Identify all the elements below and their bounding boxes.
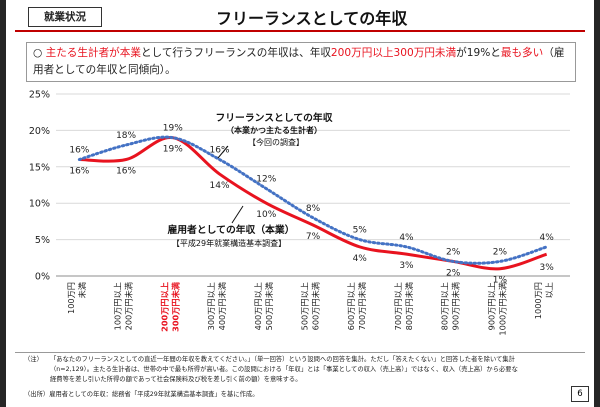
data-label-employee: 2% [446, 247, 461, 257]
x-tick-label: 600万円以上 [346, 282, 356, 330]
y-tick-label: 0% [35, 272, 50, 283]
data-label-employee: 16% [210, 146, 230, 156]
data-label-freelance: 2% [446, 268, 461, 278]
data-label-employee: 16% [69, 146, 89, 156]
summary-bullet: ○ [33, 47, 43, 59]
x-tick-label: 300万円以上 [206, 282, 216, 330]
page-title: フリーランスとしての年収 [216, 9, 408, 28]
y-tick-label: 25% [29, 90, 50, 101]
y-tick-label: 20% [29, 126, 50, 137]
x-tick-label: 100万円以上 [113, 282, 123, 330]
y-tick-label: 15% [29, 162, 50, 173]
footnote-line-2: （n=2,129）。主たる生計者は、世帯の中で最も所得が高い者。この設問における… [50, 366, 518, 373]
data-label-freelance: 19% [163, 145, 183, 155]
x-tick-label: 600万円未満 [311, 282, 321, 330]
x-tick-label: 1000万円 [533, 282, 543, 319]
section-tag: 就業状況 [28, 7, 102, 27]
y-tick-label: 5% [35, 235, 50, 246]
x-tick-label: 未満 [77, 282, 87, 298]
footer-rule [15, 352, 585, 353]
summary-text-3: 200万円以上300万円未満 [330, 47, 457, 59]
data-label-employee: 18% [116, 131, 136, 141]
page-number: 6 [571, 386, 589, 402]
x-tick-label: 400万円以上 [253, 282, 263, 330]
x-tick-label: 500万円以上 [300, 282, 310, 330]
summary-text-2: として行うフリーランスの年収は、年収 [140, 47, 331, 59]
freelance-series-title: フリーランスとしての年収 [215, 111, 332, 124]
x-tick-label: 500万円未満 [264, 282, 274, 330]
summary-text-1: 主たる生計者が本業 [45, 47, 141, 59]
summary-text-5: 最も多い [500, 47, 544, 59]
data-label-employee: 19% [163, 124, 183, 134]
series-line-employee [77, 135, 549, 265]
x-tick-label: 200万円未満 [124, 282, 134, 330]
data-label-freelance: 3% [399, 261, 414, 271]
summary-text-4: が19%と [456, 47, 501, 59]
y-tick-label: 10% [29, 199, 50, 210]
x-tick-label: 700万円以上 [393, 282, 403, 330]
data-label-employee: 4% [539, 233, 554, 243]
x-tick-label: 900万円以上 [486, 282, 496, 330]
summary-box: ○ 主たる生計者が本業として行うフリーランスの年収は、年収200万円以上300万… [26, 42, 576, 82]
x-tick-label: 以上 [544, 282, 554, 298]
data-label-employee: 2% [493, 247, 508, 257]
freelance-series-source: 【今回の調査】 [248, 137, 304, 147]
freelance-callout-line [217, 145, 229, 159]
data-label-freelance: 16% [69, 167, 89, 177]
x-tick-label: 300万円未満 [170, 282, 180, 332]
data-label-freelance: 1% [493, 276, 508, 286]
summary-text-6: （雇用者としての年収と同傾向）。 [33, 47, 565, 76]
footnote-line-1: 「あなたのフリーランスとしての直近一年間の年収を教えてください。」（単一回答）と… [50, 356, 515, 363]
x-tick-label: 200万円以上 [159, 282, 169, 332]
footnote-line-3: 経費等を差し引いた所得の額であって社会保険料及び税を差し引く前の額）を意味する。 [50, 376, 302, 383]
data-label-employee: 4% [399, 233, 414, 243]
x-tick-label: 800万円未満 [404, 282, 414, 330]
title-rule [15, 30, 585, 32]
data-label-freelance: 10% [256, 210, 276, 220]
data-label-freelance: 16% [116, 167, 136, 177]
data-label-employee: 8% [306, 204, 321, 214]
x-tick-label: 100万円 [66, 282, 76, 314]
data-label-freelance: 14% [210, 181, 230, 191]
footnote: （注） 「あなたのフリーランスとしての直近一年間の年収を教えてください。」（単一回… [24, 355, 584, 385]
x-tick-label: 1000万円未満 [497, 282, 507, 336]
data-label-employee: 5% [353, 226, 368, 236]
data-label-employee: 12% [256, 175, 276, 185]
source-note: （出所）雇用者としての年収：総務省「平成29年就業構造基本調査」を基に作成。 [24, 391, 259, 398]
data-label-freelance: 3% [539, 263, 554, 273]
data-label-freelance: 4% [353, 254, 368, 264]
employee-series-title: 雇用者としての年収（本業） [167, 223, 294, 236]
x-tick-label: 400万円未満 [217, 282, 227, 330]
freelance-series-subtitle: （本業かつ主たる生計者） [226, 125, 322, 135]
data-label-freelance: 7% [306, 232, 321, 242]
x-tick-label: 700万円未満 [357, 282, 367, 330]
x-tick-label: 800万円以上 [440, 282, 450, 330]
footnote-label: （注） [24, 356, 43, 363]
employee-series-source: 【平成29年就業構造基本調査】 [172, 238, 286, 248]
x-tick-label: 900万円未満 [451, 282, 461, 330]
employee-callout-line [231, 205, 244, 224]
